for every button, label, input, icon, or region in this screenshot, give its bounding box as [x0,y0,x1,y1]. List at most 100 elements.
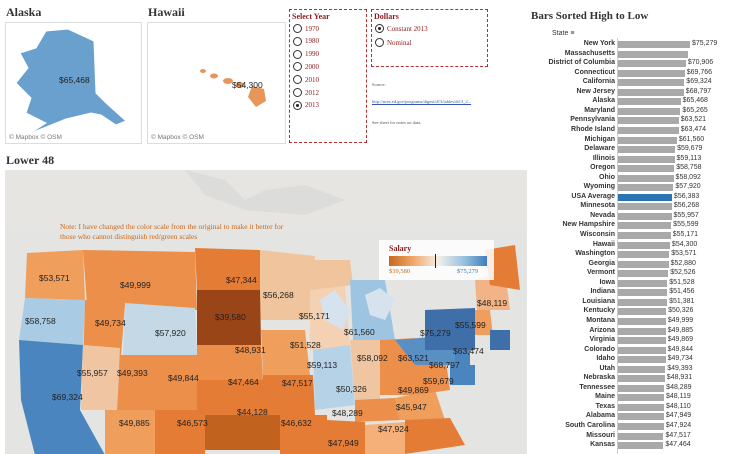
state-value-label: $59,113 [307,360,338,370]
bar[interactable] [618,50,688,58]
year-option-2000[interactable]: 2000 [293,62,319,72]
bar[interactable] [618,146,676,154]
state-value-label: $46,573 [177,418,208,428]
bar[interactable] [618,155,675,163]
bar-value-label: $55,171 [672,231,699,238]
bar[interactable] [618,117,679,125]
state-value-label: $57,920 [155,328,186,338]
state-value-label: $47,344 [226,275,257,285]
radio-icon[interactable] [293,24,302,33]
bar[interactable] [618,384,665,392]
radio-icon[interactable] [293,62,302,72]
radio-icon[interactable] [375,24,384,33]
bar-state-label: Colorado [584,345,615,353]
legend-title: Salary [389,244,412,253]
lower48-map[interactable]: Note: I have changed the color scale fro… [5,170,527,454]
bar[interactable] [618,60,686,68]
bar-value-label: $48,110 [666,402,691,410]
year-option-2013[interactable]: 2013 [293,100,319,110]
bar-value-label: $65,265 [682,106,708,114]
bar[interactable] [618,442,664,450]
radio-icon[interactable] [293,75,302,85]
radio-icon[interactable] [293,49,302,59]
bar[interactable] [618,423,664,430]
salary-legend [389,256,487,266]
lower48-shapes[interactable] [5,170,527,454]
bar[interactable] [618,279,668,287]
bar[interactable] [618,41,690,48]
bar[interactable] [618,174,674,182]
bar-state-label: Minnesota [580,202,615,210]
sort-icon[interactable]: ≡ [570,30,575,37]
bar[interactable] [618,88,684,96]
state-value-label: $47,517 [282,378,313,388]
dollars-option-constant-2013[interactable]: Constant 2013 [375,24,428,33]
state-value-label: $47,949 [328,438,359,448]
year-option-2012[interactable]: 2012 [293,88,319,97]
year-option-1980[interactable]: 1980 [293,36,319,46]
bar[interactable] [618,308,667,316]
dollars-option-nominal[interactable]: Nominal [375,38,412,47]
bar[interactable] [618,98,681,106]
bar[interactable] [618,184,674,192]
bar[interactable] [618,337,666,345]
bar-value-label: $56,268 [673,202,700,210]
source-link[interactable]: http://nces.ed.gov/programs/digest/d13/t… [372,99,472,104]
bar[interactable] [618,136,677,144]
bar-value-label: $47,464 [665,441,691,449]
bar[interactable] [618,270,669,278]
bar[interactable] [618,365,666,373]
bar[interactable] [618,232,671,239]
bar-value-label: $61,560 [678,135,705,143]
bar[interactable] [618,212,672,220]
bar-value-label: $48,119 [666,393,691,401]
bar-value-label: $47,517 [665,431,691,439]
radio-icon[interactable] [293,36,302,46]
hawaii-map[interactable]: $54,300 © Mapbox © OSM [147,22,286,144]
state-value-label: $58,758 [25,316,56,326]
bar[interactable] [618,126,679,134]
bar[interactable] [618,298,668,306]
radio-icon[interactable] [375,38,384,47]
state-value-label: $75,279 [420,328,451,338]
bar-value-label: $57,920 [675,183,701,191]
bar[interactable] [618,317,666,325]
bar[interactable] [618,375,665,383]
alaska-map[interactable]: $65,468 © Mapbox © OSM [5,22,142,144]
bar[interactable] [618,260,669,268]
bar[interactable] [618,403,664,411]
year-option-1990[interactable]: 1990 [293,49,319,59]
bar[interactable] [618,241,670,249]
bar[interactable] [618,413,664,421]
hawaii-shape[interactable] [148,23,286,144]
bar-state-label: Wisconsin [580,231,615,238]
bar[interactable] [618,356,666,364]
bar[interactable] [618,203,672,211]
bar[interactable] [618,327,666,335]
bar-value-label: $52,880 [670,259,696,267]
bar[interactable] [618,251,670,259]
bar[interactable] [618,107,681,115]
bar-state-label: Missouri [586,431,615,439]
bar[interactable] [618,432,664,440]
bar-state-label: Texas [595,402,615,410]
bar[interactable] [618,222,672,230]
bar-usa-average[interactable] [618,193,672,201]
bar[interactable] [618,346,666,354]
year-option-1970[interactable]: 1970 [293,24,319,33]
bar-value-label: $59,113 [676,154,702,162]
bar-value-label: $48,931 [666,374,693,382]
radio-icon[interactable] [293,88,302,97]
state-value-label: $50,326 [336,384,367,394]
bar[interactable] [618,289,668,297]
bar[interactable] [618,69,685,77]
bar[interactable] [618,79,685,87]
bar-state-label: Vermont [586,269,615,277]
bar-state-label: Kentucky [583,307,615,315]
bar-state-label: South Carolina [565,422,615,429]
radio-icon[interactable] [293,100,302,110]
bar[interactable] [618,394,665,402]
alaska-shape[interactable] [6,23,142,144]
year-option-2010[interactable]: 2010 [293,75,319,85]
bar[interactable] [618,165,675,173]
